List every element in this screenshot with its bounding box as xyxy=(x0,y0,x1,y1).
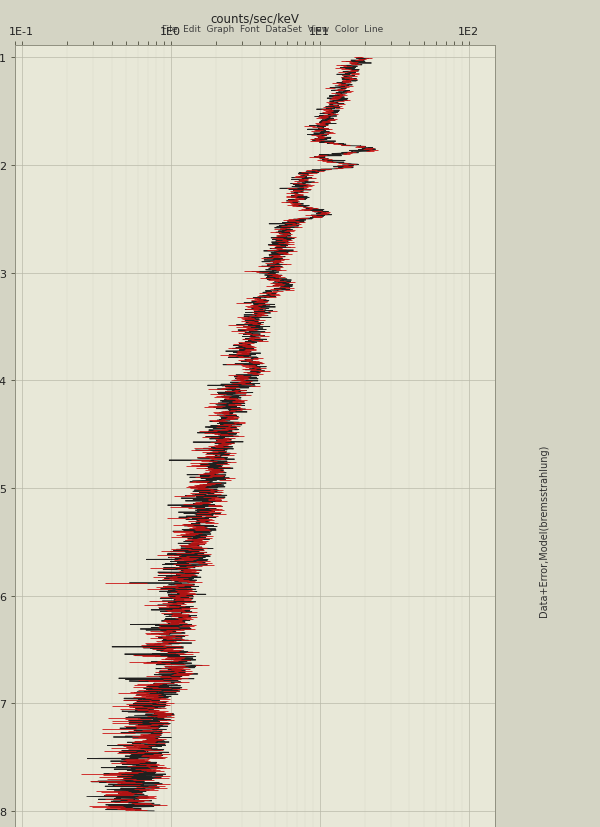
X-axis label: counts/sec/keV: counts/sec/keV xyxy=(211,12,299,26)
Text: File  Edit  Graph  Font  DataSet  View  Color  Line: File Edit Graph Font DataSet View Color … xyxy=(163,25,383,34)
Text: Data+Error,Model(bremsstrahlung): Data+Error,Model(bremsstrahlung) xyxy=(539,444,550,616)
